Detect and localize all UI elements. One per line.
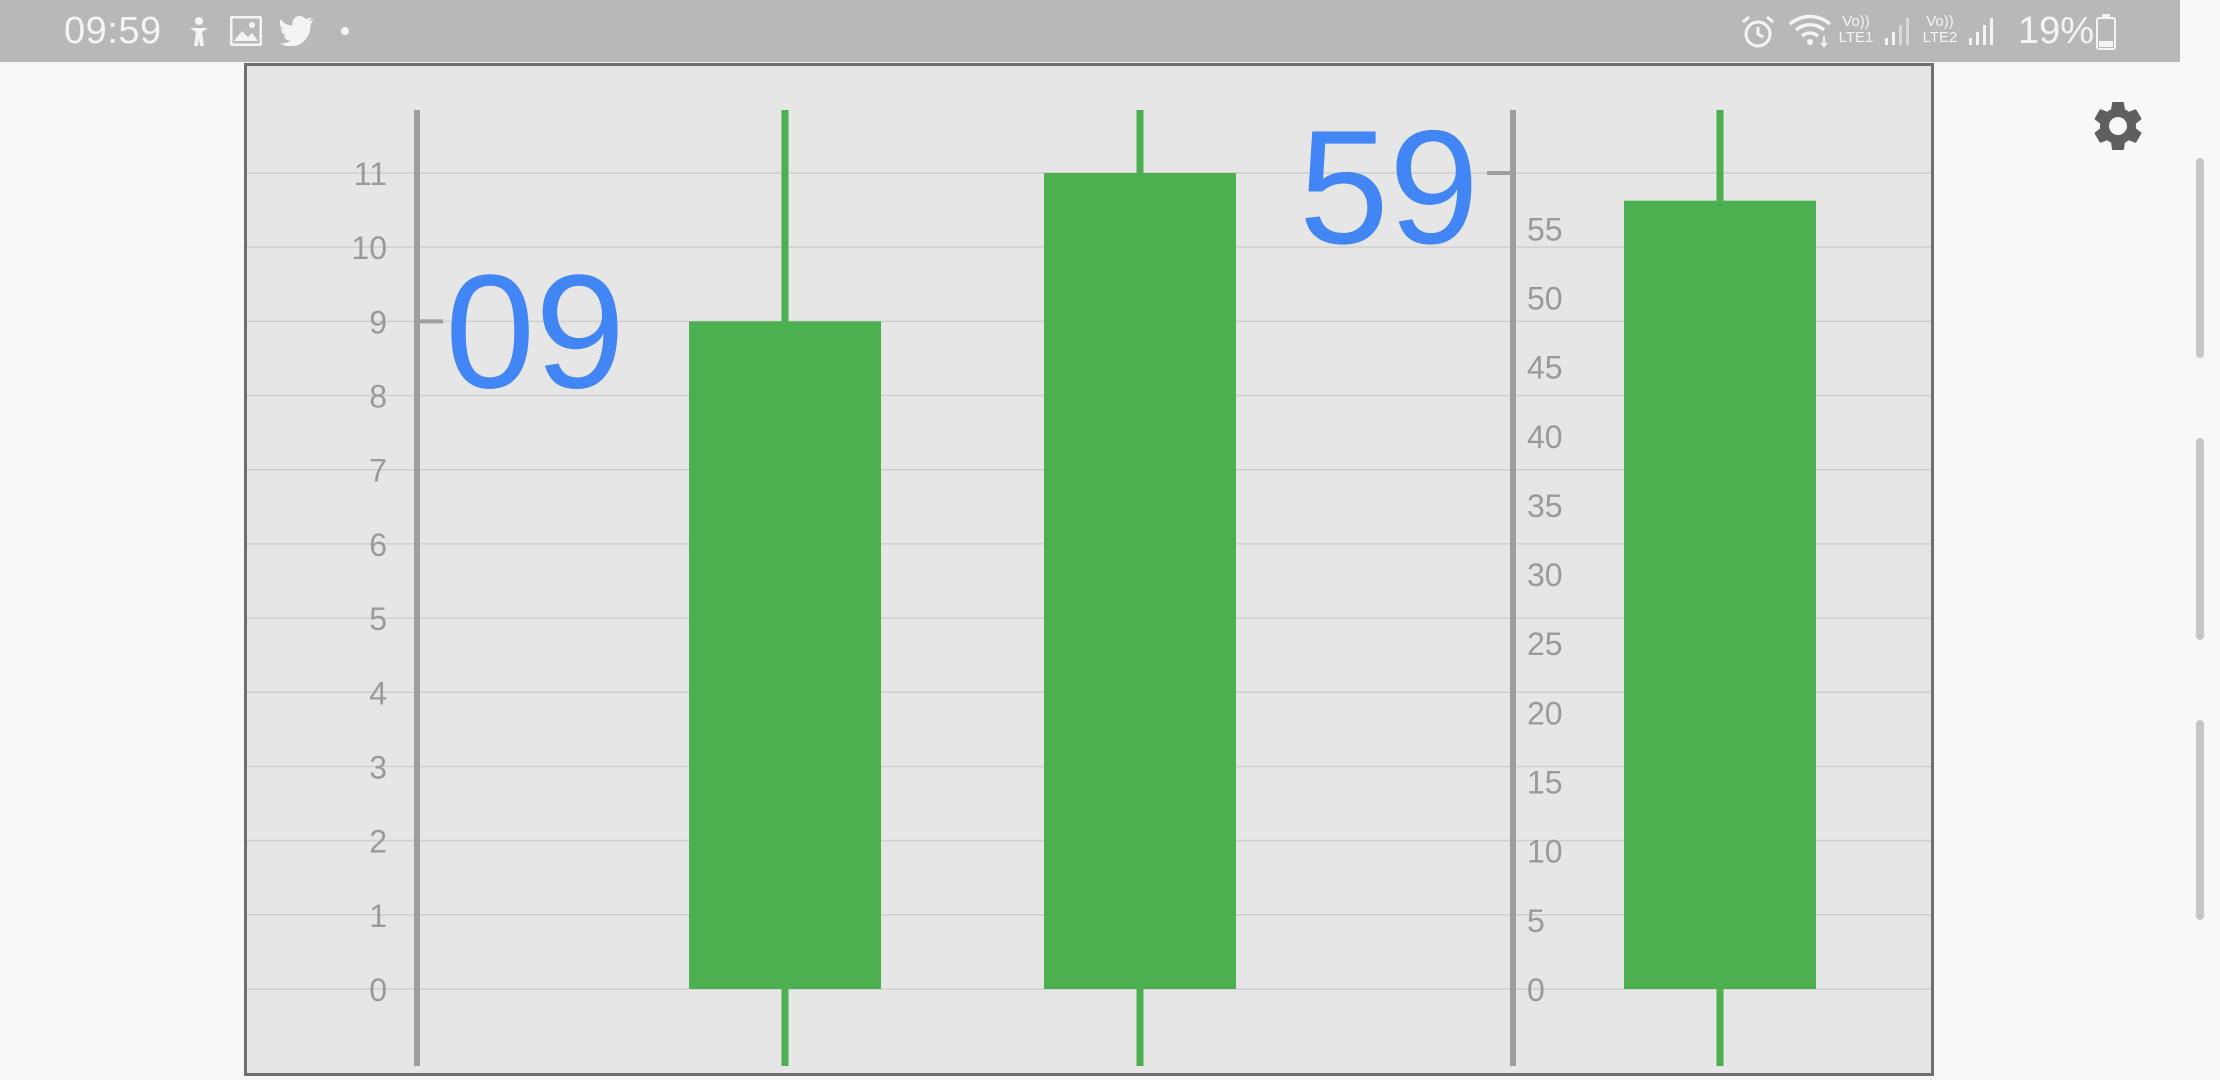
hours-tick-label: 11 [354, 156, 387, 192]
hours-tick-label: 10 [351, 230, 387, 266]
hours-tick-label: 3 [369, 749, 387, 785]
battery-percent: 19% [2018, 10, 2095, 52]
bar [689, 321, 881, 989]
minutes-tick-label: 50 [1527, 280, 1563, 316]
alarm-icon [1742, 15, 1774, 48]
battery-icon [2096, 14, 2116, 50]
hours-tick-label: 4 [369, 675, 387, 711]
status-time: 09:59 [64, 10, 162, 52]
twitter-icon [280, 16, 314, 46]
minutes-tick-label: 45 [1527, 350, 1563, 386]
hours-digit-label: 09 [445, 241, 625, 422]
sim2-label-bottom: LTE2 [1922, 29, 1958, 46]
settings-gear-icon[interactable] [2088, 96, 2148, 156]
minutes-tick-label: 10 [1527, 834, 1563, 870]
sim1-label-bottom: LTE1 [1838, 29, 1874, 46]
minutes-tick-label: 30 [1527, 557, 1563, 593]
minutes-tick-label: 20 [1527, 695, 1563, 731]
hours-tick-label: 5 [369, 601, 387, 637]
scrollbar-segment[interactable] [2196, 438, 2204, 640]
sim1-label: Vo)) LTE1 [1836, 14, 1876, 46]
bar [1044, 173, 1236, 989]
hours-tick-label: 1 [369, 898, 387, 934]
accessibility-icon [190, 17, 208, 46]
hours-tick-label: 9 [369, 304, 387, 340]
minutes-digit-label: 59 [1299, 97, 1479, 278]
minutes-tick-label: 0 [1527, 972, 1545, 1008]
minutes-tick-label: 25 [1527, 626, 1563, 662]
scrollbar-segment[interactable] [2196, 720, 2204, 920]
bar [1624, 200, 1816, 989]
hours-tick-label: 8 [369, 379, 387, 415]
scrollbar-segment[interactable] [2196, 158, 2204, 358]
sim2-label: Vo)) LTE2 [1920, 14, 1960, 46]
minutes-tick-label: 15 [1527, 765, 1563, 801]
minutes-tick-label: 35 [1527, 488, 1563, 524]
binary-clock-chart: 0 1 2 3 4 5 6 7 8 9 10 11 09 0 5 10 15 20 25 30 35 40 45 50 55 59 [244, 63, 1934, 1076]
sim2-label-top: Vo)) [1926, 13, 1954, 30]
hours-tick-label: 0 [369, 972, 387, 1008]
sim1-label-top: Vo)) [1842, 13, 1870, 30]
minutes-tick-label: 5 [1527, 903, 1545, 939]
signal-icon [1885, 18, 1909, 45]
minutes-tick-label: 55 [1527, 211, 1563, 247]
hours-tick-label: 2 [369, 824, 387, 860]
hours-tick-label: 7 [369, 453, 387, 489]
wifi-icon [1788, 14, 1832, 48]
signal-icon [1969, 18, 1993, 45]
minutes-tick-label: 40 [1527, 419, 1563, 455]
hours-tick-label: 6 [369, 527, 387, 563]
more-dot-icon [341, 27, 349, 35]
status-bar: 09:59 Vo)) LTE1 Vo)) L [0, 0, 2180, 62]
gallery-icon [230, 16, 262, 46]
